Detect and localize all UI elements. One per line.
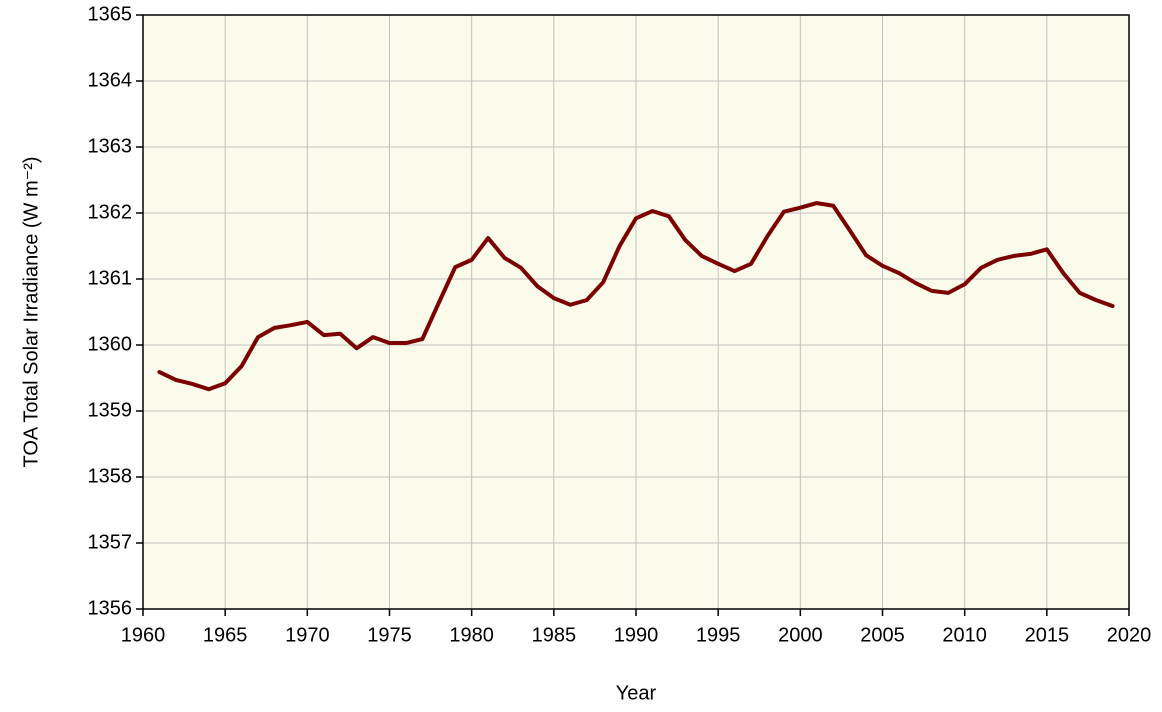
y-tick-label: 1365 xyxy=(88,3,133,25)
x-tick-label: 1995 xyxy=(696,624,741,646)
y-tick-label: 1363 xyxy=(88,135,133,157)
y-tick-label: 1356 xyxy=(88,597,133,619)
x-tick-label: 2010 xyxy=(942,624,987,646)
y-axis-label: TOA Total Solar Irradiance (W m⁻²) xyxy=(20,156,42,467)
x-tick-label: 2020 xyxy=(1107,624,1152,646)
x-axis-label: Year xyxy=(616,682,657,704)
y-tick-label: 1357 xyxy=(88,531,133,553)
y-tick-label: 1359 xyxy=(88,399,133,421)
x-tick-label: 1980 xyxy=(449,624,494,646)
y-tick-label: 1364 xyxy=(88,69,133,91)
x-tick-label: 2005 xyxy=(860,624,905,646)
x-tick-label: 1965 xyxy=(203,624,248,646)
x-tick-label: 2000 xyxy=(778,624,823,646)
x-tick-label: 1975 xyxy=(367,624,412,646)
y-tick-label: 1358 xyxy=(88,465,133,487)
x-tick-label: 1985 xyxy=(532,624,577,646)
y-tick-label: 1362 xyxy=(88,201,133,223)
y-tick-label: 1360 xyxy=(88,333,133,355)
x-tick-label: 1990 xyxy=(614,624,659,646)
y-tick-label: 1361 xyxy=(88,267,133,289)
x-tick-label: 1960 xyxy=(121,624,166,646)
x-tick-label: 1970 xyxy=(285,624,330,646)
x-tick-label: 2015 xyxy=(1025,624,1070,646)
plot-frame xyxy=(142,14,1130,610)
data-line xyxy=(157,201,1115,392)
